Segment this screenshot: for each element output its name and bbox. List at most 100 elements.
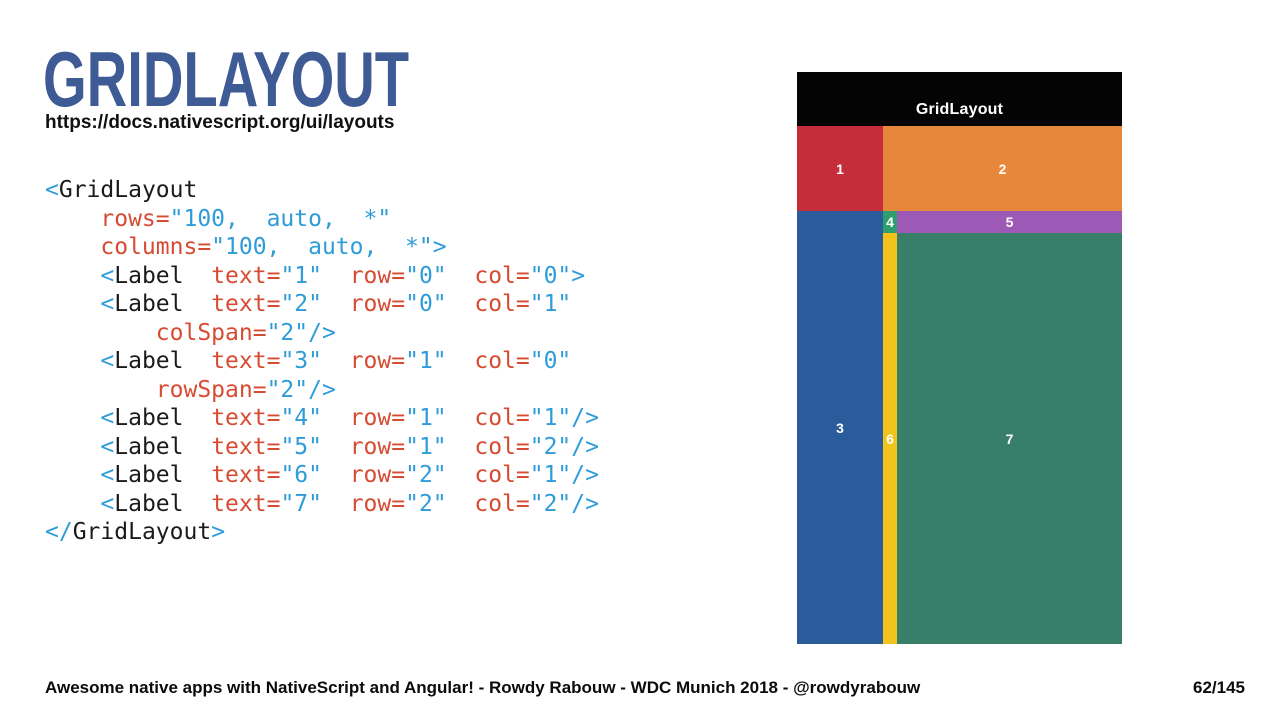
code-token: Label <box>114 262 184 289</box>
grid-cell-label: 1 <box>836 160 844 177</box>
code-token: "4" <box>280 405 322 431</box>
code-token: col= <box>474 490 530 517</box>
code-token <box>184 434 212 460</box>
code-token <box>45 234 100 260</box>
code-token <box>447 348 475 374</box>
code-token: columns= <box>100 234 212 260</box>
footer-credit: Awesome native apps with NativeScript an… <box>45 678 921 697</box>
code-token: col= <box>474 405 530 431</box>
code-token <box>447 434 475 460</box>
code-token: /> <box>571 433 599 460</box>
grid-cell-label: 3 <box>836 419 844 436</box>
code-token: > <box>432 234 447 260</box>
code-token <box>322 263 350 289</box>
code-token <box>45 434 100 460</box>
grid-cell-6: 6 <box>883 233 897 644</box>
code-line: </GridLayout> <box>45 518 599 547</box>
code-line: <Label text="6" row="2" col="1"/> <box>45 461 599 490</box>
code-token: "2" <box>280 291 322 317</box>
grid-cell-4: 4 <box>883 211 897 233</box>
code-line: <Label text="4" row="1" col="1"/> <box>45 404 599 433</box>
code-line: <Label text="2" row="0" col="1" <box>45 290 599 319</box>
code-token: < <box>100 405 115 431</box>
code-token <box>184 263 212 289</box>
code-token <box>45 377 156 403</box>
code-token: row= <box>349 405 406 431</box>
code-token: text= <box>211 462 281 488</box>
code-token: "2" <box>405 462 447 488</box>
code-token <box>322 434 350 460</box>
code-token: </ <box>45 519 73 545</box>
code-token <box>45 348 100 374</box>
code-token <box>447 491 475 517</box>
code-token <box>322 462 350 488</box>
code-token: "7" <box>280 490 322 517</box>
phone-nav-title: GridLayout <box>915 101 1004 118</box>
code-block: <GridLayout rows= "100, auto, *" columns=… <box>45 176 599 547</box>
code-line: <Label text="1" row="0" col="0"> <box>45 262 599 291</box>
code-token: "0" <box>405 291 447 317</box>
code-token: row= <box>349 490 406 517</box>
code-token: col= <box>474 291 530 317</box>
code-token <box>322 291 350 317</box>
code-token: rowSpan= <box>155 376 267 403</box>
code-token <box>45 462 100 488</box>
code-token: rows= <box>100 205 170 232</box>
code-token <box>184 405 212 431</box>
code-token: text= <box>211 433 281 460</box>
code-token <box>45 291 100 317</box>
code-token: col= <box>474 262 530 289</box>
code-token: < <box>45 177 59 203</box>
code-token: Label <box>114 490 184 517</box>
grid-cell-label: 2 <box>998 160 1007 177</box>
code-line: <GridLayout <box>45 176 599 205</box>
code-token: text= <box>211 291 281 317</box>
code-token <box>447 263 475 289</box>
code-line: columns="100, auto, *"> <box>45 233 599 262</box>
code-token: < <box>100 433 115 460</box>
code-token: row= <box>349 433 406 460</box>
code-token <box>447 291 475 317</box>
phone-nav-bar: GridLayout <box>797 72 1122 126</box>
code-token: "2" <box>405 490 447 517</box>
code-token: Label <box>114 291 184 317</box>
phone-screenshot: GridLayout 1 2 3 4 5 6 7 <box>797 72 1122 644</box>
code-token: "5" <box>280 433 322 460</box>
code-token: text= <box>211 405 281 431</box>
code-token: < <box>100 462 115 488</box>
code-token <box>447 405 475 431</box>
code-token <box>322 348 350 374</box>
code-token: /> <box>308 376 336 403</box>
code-token: > <box>211 519 226 545</box>
code-token: row= <box>349 348 406 374</box>
code-token: "1" <box>529 291 572 317</box>
code-token <box>45 206 100 232</box>
page-indicator: 62/145 <box>1193 678 1245 697</box>
grid-cell-7: 7 <box>897 233 1122 644</box>
code-token <box>45 263 100 289</box>
code-token <box>184 348 212 374</box>
code-token: col= <box>474 433 530 460</box>
code-token <box>45 491 100 517</box>
slide-title: GRIDLAYOUT <box>43 35 410 123</box>
code-token: "1" <box>529 405 572 431</box>
code-token <box>184 462 212 488</box>
code-token <box>322 491 350 517</box>
grid-cell-5: 5 <box>897 211 1122 233</box>
code-token: Label <box>114 433 184 460</box>
code-token: "100, auto, *" <box>211 234 433 260</box>
code-token: "1" <box>280 262 322 289</box>
code-token <box>184 491 212 517</box>
code-token: col= <box>474 348 530 374</box>
code-token: /> <box>308 319 336 346</box>
code-token: text= <box>211 262 281 289</box>
grid-cell-label: 5 <box>1005 214 1014 230</box>
code-token: "2" <box>529 490 572 517</box>
code-token: colSpan= <box>155 319 267 346</box>
code-token: Label <box>114 462 184 488</box>
grid-cell-3: 3 <box>797 211 883 644</box>
grid-cell-label: 6 <box>886 430 894 447</box>
code-token: "0" <box>405 262 447 289</box>
code-token: > <box>571 262 586 289</box>
gridlayout-demo: 1 2 3 4 5 6 7 <box>797 126 1122 644</box>
